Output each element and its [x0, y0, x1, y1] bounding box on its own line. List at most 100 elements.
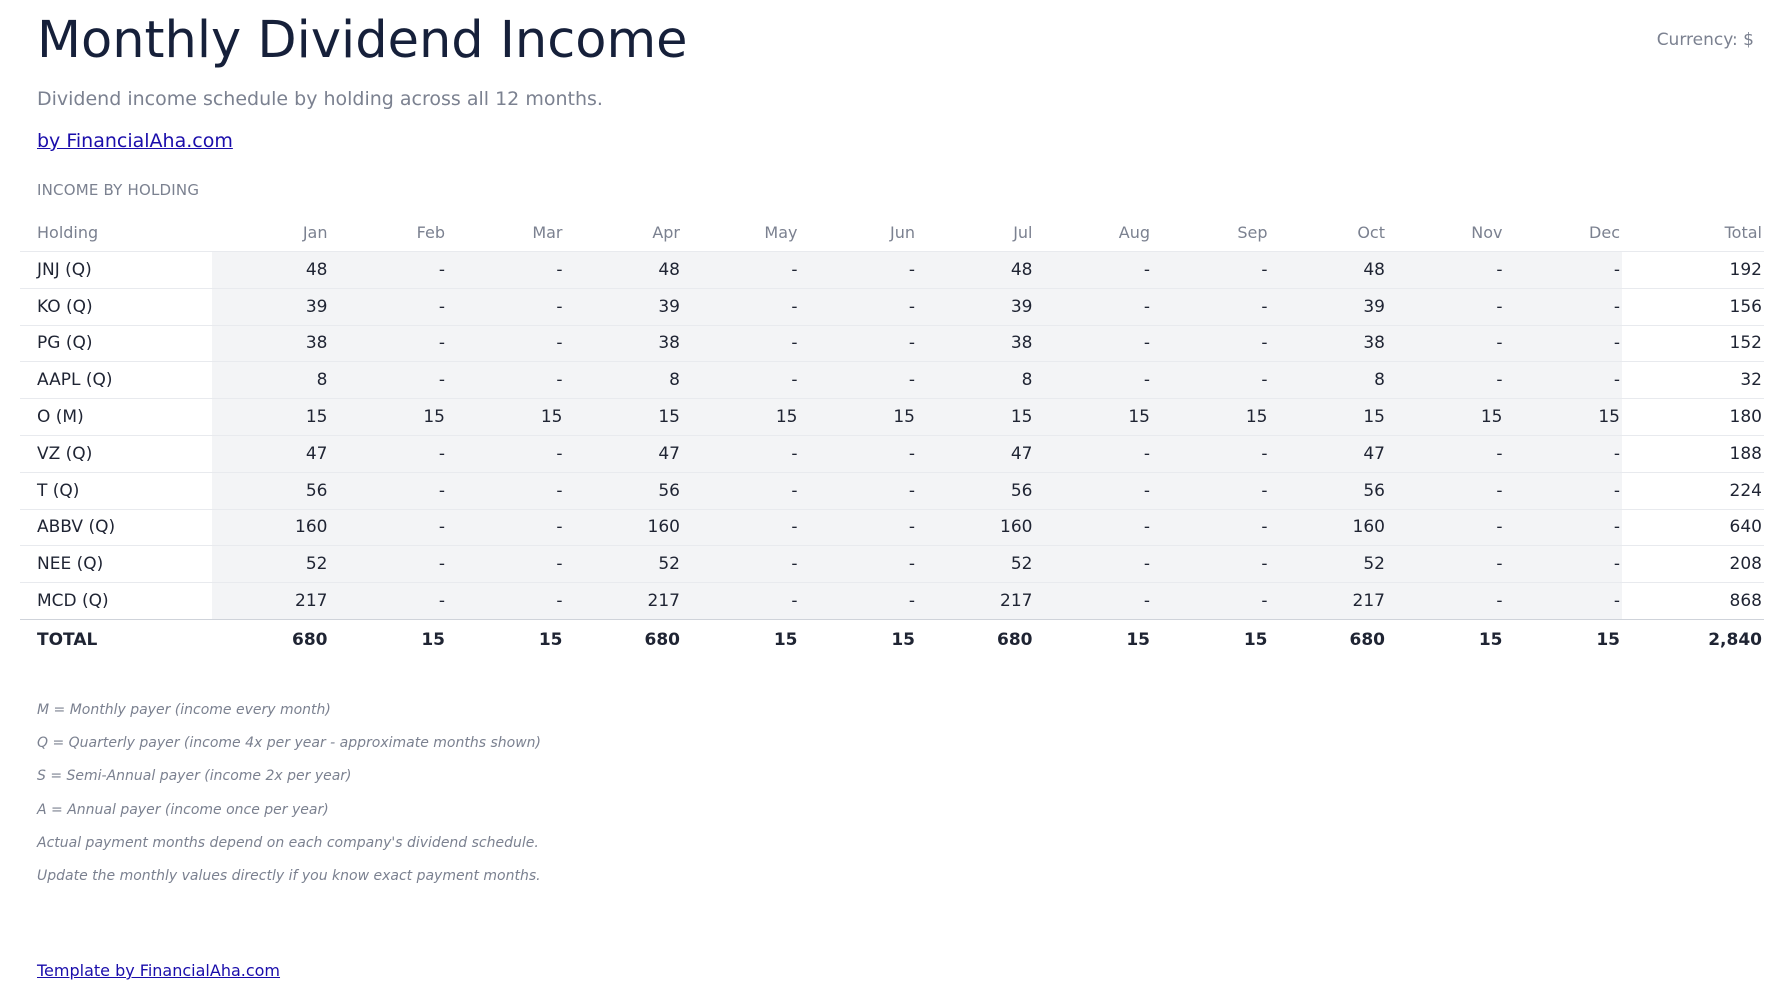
table-body: JNJ (Q) 48- -48- -48- -48- -192 KO (Q) 39- -39- -… — [20, 251, 1764, 620]
month-income-cell: - — [1152, 545, 1270, 583]
month-income-cell: 15 — [1504, 398, 1622, 436]
month-income-cell: 8 — [564, 361, 682, 399]
month-income-cell: - — [329, 324, 447, 362]
table-row: ABBV (Q) 160- -160- -160- -160- -640 — [20, 508, 1764, 546]
month-income-cell: 15 — [1034, 398, 1152, 436]
holding-name-cell: JNJ (Q) — [20, 251, 212, 289]
month-income-cell: - — [447, 251, 565, 289]
month-income-cell: 217 — [564, 582, 682, 620]
month-income-cell: - — [447, 508, 565, 546]
month-income-cell: - — [682, 287, 800, 326]
month-income-cell: 8 — [917, 361, 1035, 399]
month-income-cell: 160 — [212, 508, 330, 546]
month-income-cell: 217 — [917, 582, 1035, 620]
month-income-cell: 38 — [212, 324, 330, 362]
table-header-row: Holding Jan Feb Mar Apr May Jun Jul Aug … — [20, 213, 1764, 252]
month-income-cell: 56 — [564, 471, 682, 510]
month-income-cell: - — [447, 434, 565, 473]
month-income-cell: - — [799, 471, 917, 510]
page-title: Monthly Dividend Income — [37, 11, 688, 70]
month-income-cell: - — [682, 508, 800, 546]
month-income-cell: - — [1034, 545, 1152, 583]
month-income-cell: 15 — [1152, 398, 1270, 436]
month-income-cell: 48 — [1269, 251, 1387, 289]
table-row: NEE (Q) 52- -52- -52- -52- -208 — [20, 545, 1764, 583]
month-income-cell: 160 — [1269, 508, 1387, 546]
month-income-cell: 15 — [1387, 398, 1505, 436]
row-total-cell: 224 — [1622, 471, 1764, 510]
month-income-cell: - — [682, 324, 800, 362]
month-income-cell: - — [1387, 287, 1505, 326]
month-income-cell: - — [1387, 324, 1505, 362]
total-cell: 15 — [1034, 618, 1152, 661]
table-row: AAPL (Q) 8- -8- -8- -8- -32 — [20, 361, 1764, 399]
month-income-cell: - — [1504, 582, 1622, 620]
month-income-cell: - — [799, 582, 917, 620]
note-item: Update the monthly values directly if yo… — [37, 867, 541, 884]
month-income-cell: 52 — [564, 545, 682, 583]
month-income-cell: - — [1034, 471, 1152, 510]
column-header: Jul — [1013, 222, 1033, 242]
currency-label: Currency: $ — [1656, 30, 1754, 50]
column-header: May — [764, 222, 798, 242]
column-header: Jan — [302, 222, 328, 242]
month-income-cell: - — [1504, 287, 1622, 326]
month-income-cell: - — [1034, 361, 1152, 399]
page-subtitle: Dividend income schedule by holding acro… — [37, 88, 603, 110]
month-income-cell: 56 — [1269, 471, 1387, 510]
total-label: TOTAL — [20, 618, 212, 661]
month-income-cell: 47 — [564, 434, 682, 473]
month-income-cell: - — [682, 251, 800, 289]
month-income-cell: - — [682, 361, 800, 399]
month-income-cell: 39 — [212, 287, 330, 326]
month-income-cell: - — [799, 287, 917, 326]
total-cell: 680 — [564, 618, 682, 661]
month-income-cell: 15 — [1269, 398, 1387, 436]
note-item: Q = Quarterly payer (income 4x per year … — [37, 735, 541, 752]
month-income-cell: - — [1387, 508, 1505, 546]
month-income-cell: - — [1504, 324, 1622, 362]
total-cell: 15 — [447, 618, 565, 661]
column-header: Nov — [1471, 222, 1503, 242]
month-income-cell: - — [1152, 287, 1270, 326]
month-income-cell: - — [447, 471, 565, 510]
month-income-cell: - — [1152, 471, 1270, 510]
month-income-cell: 15 — [329, 398, 447, 436]
holding-name-cell: VZ (Q) — [20, 434, 212, 473]
month-income-cell: 160 — [564, 508, 682, 546]
month-income-cell: - — [329, 471, 447, 510]
month-income-cell: - — [682, 582, 800, 620]
month-income-cell: 47 — [1269, 434, 1387, 473]
month-income-cell: - — [1034, 287, 1152, 326]
month-income-cell: - — [799, 545, 917, 583]
month-income-cell: 48 — [564, 251, 682, 289]
month-income-cell: - — [329, 251, 447, 289]
month-income-cell: 15 — [917, 398, 1035, 436]
financialaha-link[interactable]: by FinancialAha.com — [37, 130, 233, 152]
note-item: M = Monthly payer (income every month) — [37, 702, 331, 718]
template-credit-link[interactable]: Template by FinancialAha.com — [37, 961, 281, 980]
column-header: Holding — [37, 222, 99, 242]
month-income-cell: - — [329, 287, 447, 326]
total-cell: 680 — [212, 618, 330, 661]
table-row: JNJ (Q) 48- -48- -48- -48- -192 — [20, 251, 1764, 289]
month-income-cell: 160 — [917, 508, 1035, 546]
month-income-cell: 39 — [917, 287, 1035, 326]
month-income-cell: - — [1034, 324, 1152, 362]
month-income-cell: - — [1504, 545, 1622, 583]
column-header: Oct — [1357, 222, 1385, 242]
column-header: Apr — [652, 222, 680, 242]
table-row: O (M) 15 15 15 15 15 15 15 15 15 15 15 15 180 — [20, 398, 1764, 436]
row-total-cell: 180 — [1622, 398, 1764, 436]
holding-name-cell: O (M) — [20, 398, 212, 436]
month-income-cell: 15 — [799, 398, 917, 436]
column-header: Dec — [1589, 222, 1620, 242]
holding-name-cell: PG (Q) — [20, 324, 212, 362]
month-income-cell: - — [1387, 434, 1505, 473]
column-header: Total — [1724, 222, 1762, 242]
note-item: S = Semi-Annual payer (income 2x per yea… — [37, 768, 352, 785]
month-income-cell: 56 — [917, 471, 1035, 510]
month-income-cell: 8 — [212, 361, 330, 399]
holding-name-cell: ABBV (Q) — [20, 508, 212, 546]
month-income-cell: - — [447, 287, 565, 326]
